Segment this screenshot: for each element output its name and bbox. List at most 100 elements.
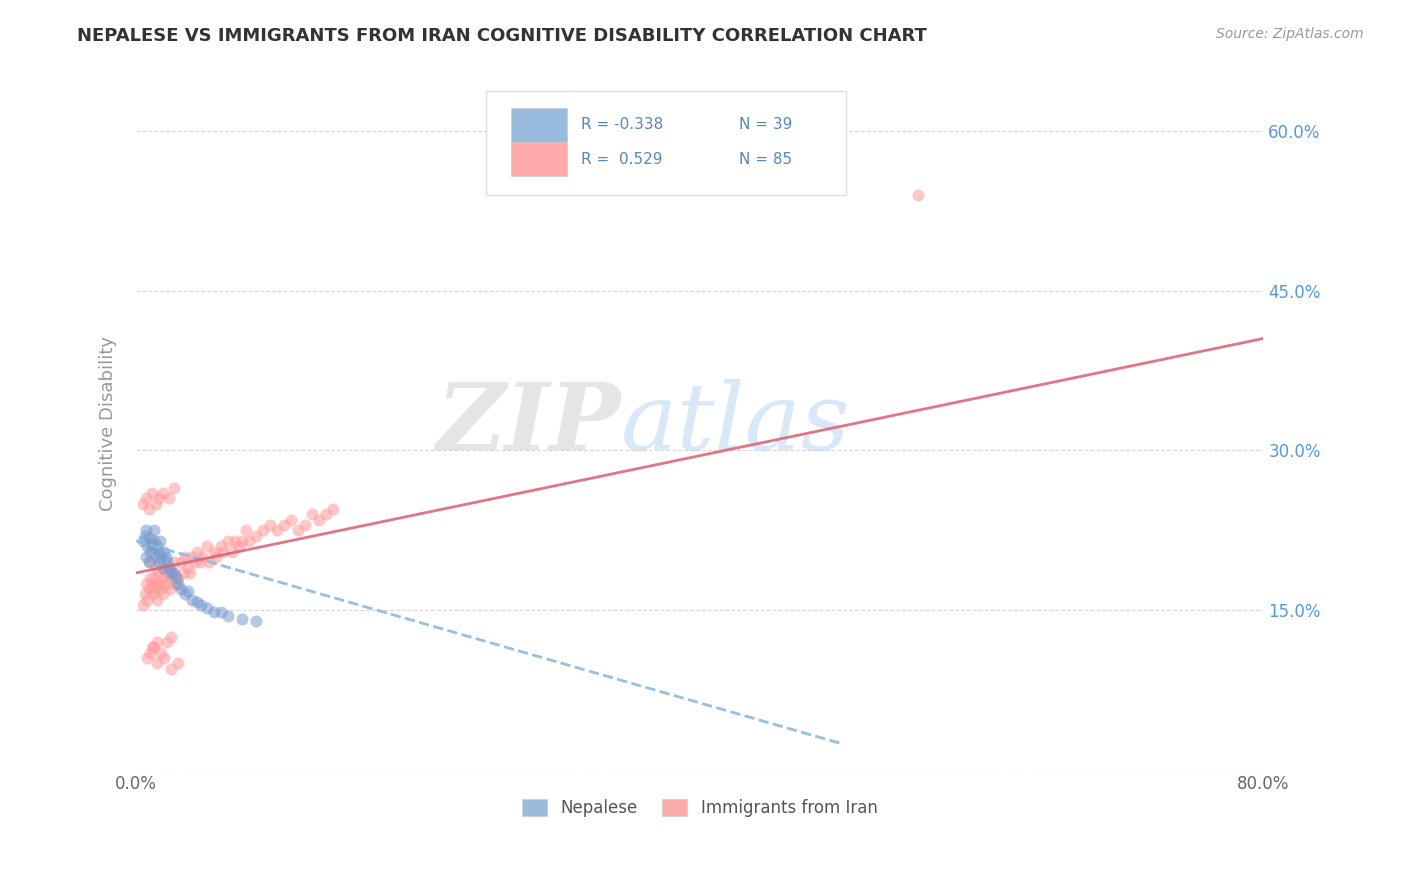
- Point: [280, 513, 302, 527]
- Point: [132, 497, 155, 511]
- FancyBboxPatch shape: [512, 142, 567, 176]
- Point: [294, 517, 316, 532]
- Point: [212, 544, 235, 558]
- Point: [156, 635, 179, 649]
- Point: [142, 587, 165, 601]
- Point: [141, 486, 163, 500]
- Point: [228, 539, 250, 553]
- Point: [266, 523, 288, 537]
- Point: [148, 555, 170, 569]
- Point: [209, 605, 232, 619]
- Point: [172, 566, 194, 580]
- Point: [190, 598, 212, 612]
- Point: [150, 549, 173, 564]
- Point: [163, 566, 186, 580]
- Point: [132, 533, 155, 548]
- Text: ZIP: ZIP: [437, 379, 621, 468]
- Point: [156, 576, 179, 591]
- Point: [238, 533, 260, 548]
- Text: atlas: atlas: [621, 379, 851, 468]
- Point: [221, 544, 243, 558]
- Point: [139, 544, 162, 558]
- Point: [907, 187, 929, 202]
- Point: [145, 549, 167, 564]
- Point: [245, 614, 267, 628]
- Point: [179, 566, 201, 580]
- Point: [143, 533, 166, 548]
- Point: [177, 560, 200, 574]
- Point: [287, 523, 309, 537]
- Point: [142, 640, 165, 655]
- Point: [152, 486, 174, 500]
- Point: [160, 571, 183, 585]
- Point: [188, 555, 211, 569]
- Point: [186, 594, 208, 608]
- Point: [301, 508, 323, 522]
- Point: [152, 560, 174, 574]
- Point: [167, 576, 190, 591]
- Point: [150, 576, 173, 591]
- Point: [142, 541, 165, 556]
- Point: [141, 537, 163, 551]
- Text: N = 85: N = 85: [740, 152, 793, 167]
- Point: [174, 587, 197, 601]
- Point: [143, 523, 166, 537]
- Text: NEPALESE VS IMMIGRANTS FROM IRAN COGNITIVE DISABILITY CORRELATION CHART: NEPALESE VS IMMIGRANTS FROM IRAN COGNITI…: [77, 27, 927, 45]
- Point: [152, 587, 174, 601]
- Point: [135, 491, 157, 506]
- Point: [170, 555, 193, 569]
- Point: [202, 605, 225, 619]
- Point: [136, 651, 159, 665]
- Point: [160, 566, 183, 580]
- Legend: Nepalese, Immigrants from Iran: Nepalese, Immigrants from Iran: [515, 792, 884, 824]
- Point: [245, 528, 267, 542]
- Point: [139, 555, 162, 569]
- Point: [146, 635, 169, 649]
- Point: [181, 592, 204, 607]
- Point: [141, 576, 163, 591]
- Point: [163, 481, 186, 495]
- Point: [153, 651, 176, 665]
- Point: [198, 555, 221, 569]
- Point: [195, 601, 218, 615]
- Point: [135, 549, 157, 564]
- Point: [209, 539, 232, 553]
- Point: [167, 571, 190, 585]
- Point: [136, 592, 159, 607]
- Point: [139, 531, 162, 545]
- Point: [136, 539, 159, 553]
- Point: [217, 533, 239, 548]
- Point: [177, 584, 200, 599]
- FancyBboxPatch shape: [512, 108, 567, 142]
- Point: [231, 533, 253, 548]
- Point: [165, 576, 187, 591]
- Point: [308, 513, 330, 527]
- Point: [202, 544, 225, 558]
- Point: [135, 576, 157, 591]
- Point: [165, 571, 187, 585]
- Point: [148, 491, 170, 506]
- Text: R =  0.529: R = 0.529: [581, 152, 662, 167]
- Point: [139, 571, 162, 585]
- Point: [195, 539, 218, 553]
- Point: [170, 582, 193, 596]
- Point: [139, 646, 162, 660]
- Point: [155, 549, 177, 564]
- Point: [153, 544, 176, 558]
- Point: [149, 582, 172, 596]
- Text: R = -0.338: R = -0.338: [581, 117, 664, 132]
- Point: [205, 549, 228, 564]
- Point: [157, 560, 180, 574]
- Point: [146, 539, 169, 553]
- Point: [217, 608, 239, 623]
- Point: [191, 549, 214, 564]
- Point: [142, 640, 165, 655]
- Point: [135, 523, 157, 537]
- Point: [157, 560, 180, 574]
- Point: [148, 566, 170, 580]
- Point: [174, 549, 197, 564]
- Y-axis label: Cognitive Disability: Cognitive Disability: [100, 336, 117, 511]
- Point: [138, 502, 160, 516]
- Point: [224, 533, 246, 548]
- Point: [157, 491, 180, 506]
